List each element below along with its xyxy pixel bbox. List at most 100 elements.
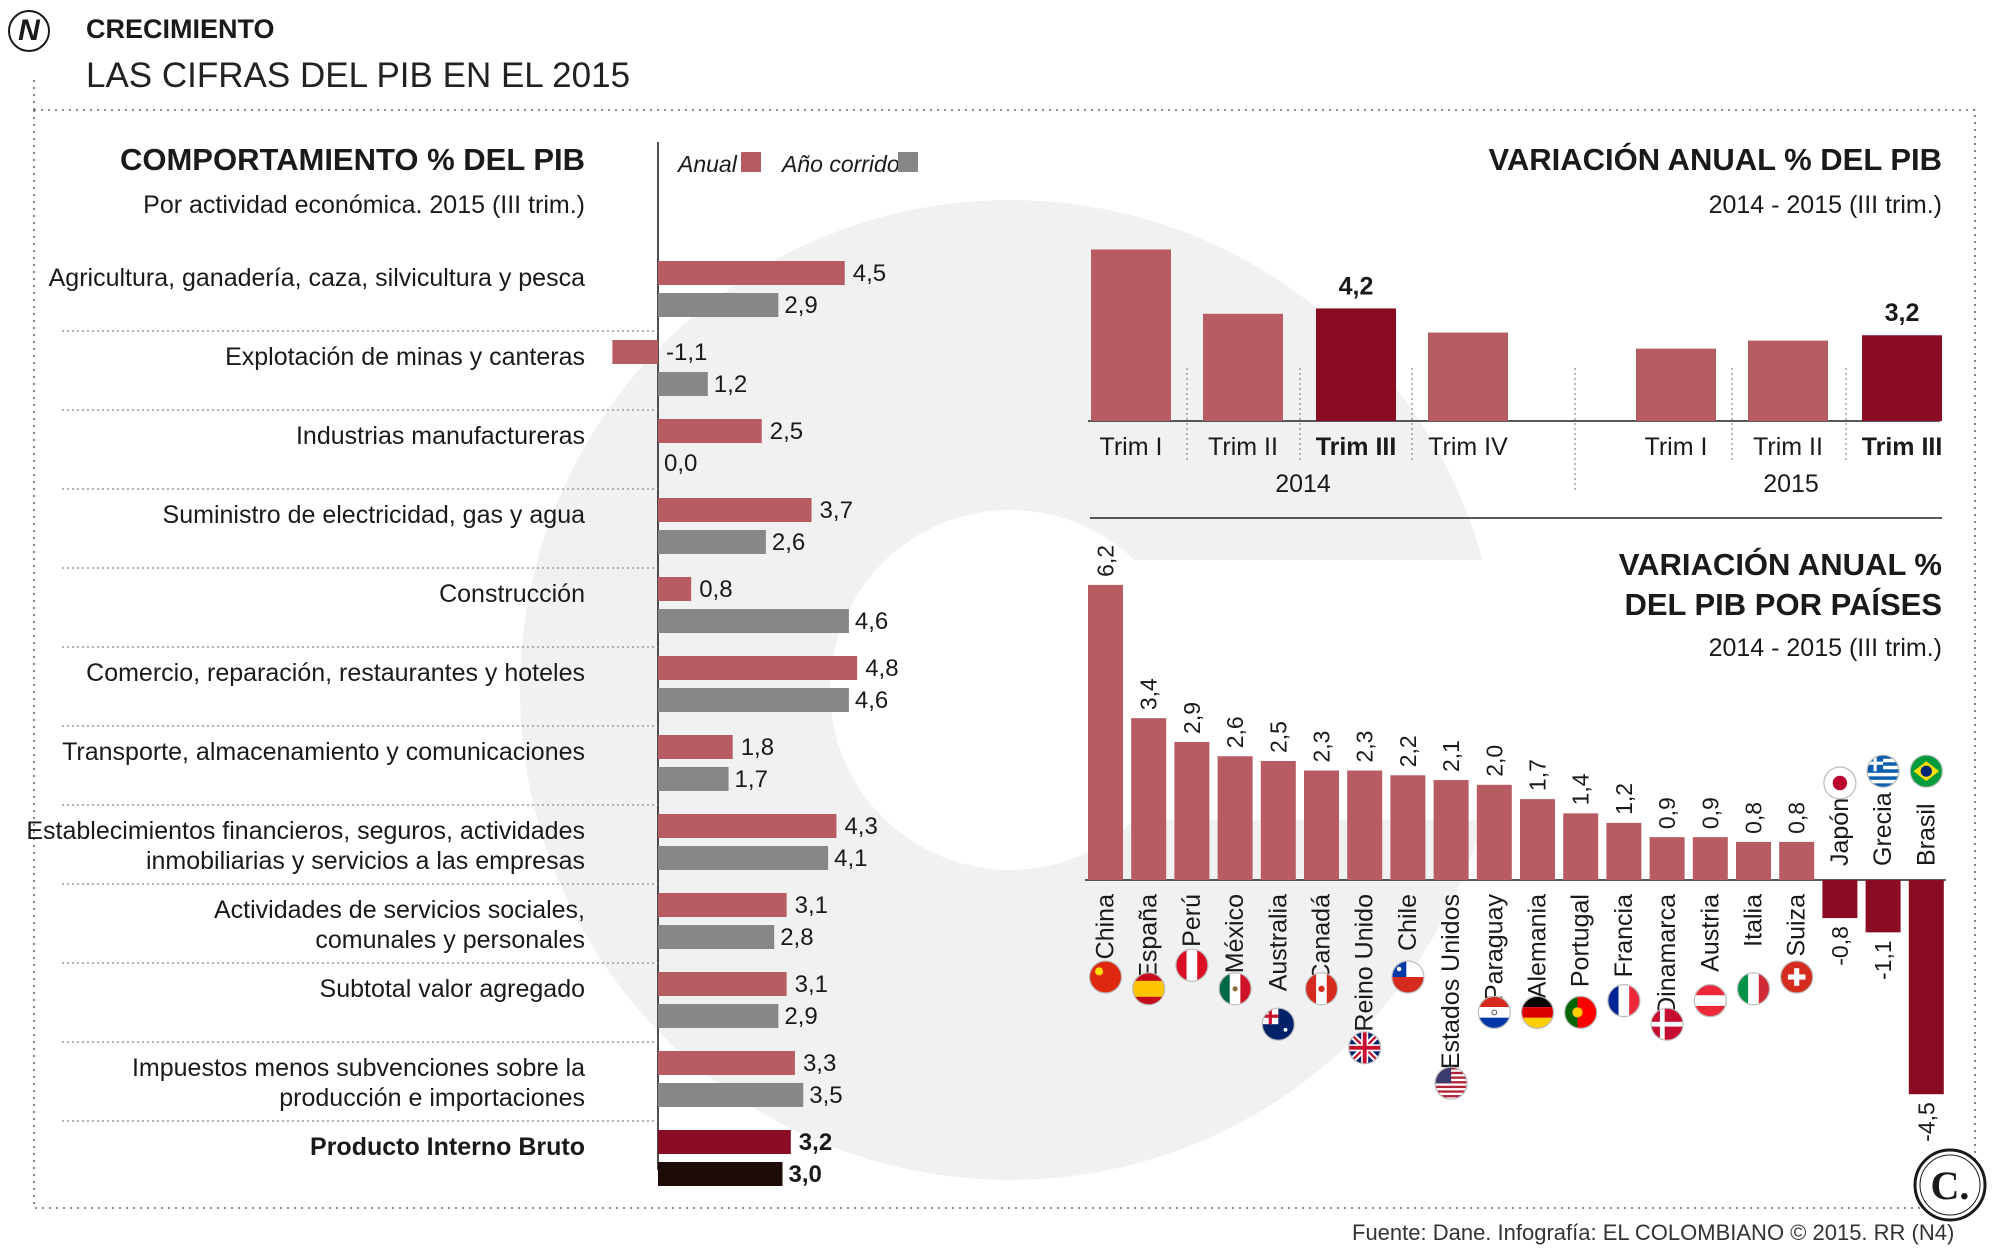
sector-value-anual: 3,2 xyxy=(799,1129,832,1156)
country-bar xyxy=(1649,837,1685,880)
country-bar xyxy=(1260,761,1296,880)
header-logo: N xyxy=(8,10,50,52)
paraguay-flag xyxy=(1477,995,1511,1030)
legend-corrido-label: Año corrido xyxy=(780,151,900,177)
usa-flag xyxy=(1434,1066,1468,1100)
country-bar xyxy=(1088,584,1123,880)
country-name: México xyxy=(1221,894,1249,973)
quarterly-highlight-value: 4,2 xyxy=(1339,272,1374,300)
sector-chart-subtitle: Por actividad económica. 2015 (III trim.… xyxy=(143,191,585,219)
quarterly-chart-subtitle: 2014 - 2015 (III trim.) xyxy=(1709,191,1942,219)
sector-bar-anual xyxy=(658,972,787,996)
page-title: LAS CIFRAS DEL PIB EN EL 2015 xyxy=(86,56,631,95)
japan-flag xyxy=(1823,766,1857,800)
countries-chart-title: VARIACIÓN ANUAL % xyxy=(1619,546,1942,582)
country-bar xyxy=(1736,841,1771,880)
chile-flag xyxy=(1391,960,1425,994)
country-name: Portugal xyxy=(1567,894,1595,987)
country-bar xyxy=(1822,880,1858,919)
sector-value-corrido: 2,9 xyxy=(784,292,817,319)
country-value: -4,5 xyxy=(1913,1102,1939,1142)
country-name: Perú xyxy=(1178,894,1206,947)
sector-value-anual: 0,8 xyxy=(699,576,732,603)
country-value: 3,4 xyxy=(1136,678,1162,710)
sector-label: Impuestos menos subvenciones sobre la xyxy=(132,1054,585,1082)
france-flag xyxy=(1607,983,1641,1018)
country-bar xyxy=(1131,718,1167,880)
brazil-flag xyxy=(1909,754,1943,788)
sector-value-anual: 4,8 xyxy=(865,655,898,682)
country-bar xyxy=(1390,775,1426,880)
country-bar xyxy=(1606,822,1642,880)
sector-label: Actividades de servicios sociales, xyxy=(214,896,585,924)
sector-value-corrido: 1,2 xyxy=(714,371,747,398)
sector-bar-anual xyxy=(658,735,733,759)
mexico-flag xyxy=(1218,972,1252,1006)
quarterly-label: Trim III xyxy=(1862,433,1943,461)
sector-value-anual: 1,8 xyxy=(741,734,774,761)
austria-flag xyxy=(1693,983,1727,1018)
country-bar xyxy=(1779,841,1815,880)
sector-bar-anual xyxy=(658,261,845,285)
country-value: -1,1 xyxy=(1870,940,1896,980)
denmark-flag xyxy=(1650,1007,1684,1041)
portugal-flag xyxy=(1564,995,1598,1030)
quarterly-bar xyxy=(1203,313,1283,421)
sector-bar-corrido xyxy=(658,1004,779,1028)
italy-flag xyxy=(1736,972,1771,1006)
country-value: 2,0 xyxy=(1481,745,1507,777)
sector-bar-anual xyxy=(658,1051,795,1075)
sector-bar-corrido xyxy=(658,925,775,949)
country-name: Paraguay xyxy=(1480,894,1508,1002)
quarterly-bar xyxy=(1091,249,1171,421)
footer-source: Fuente: Dane. Infografía: EL COLOMBIANO … xyxy=(1352,1220,1955,1245)
country-value: 2,9 xyxy=(1179,702,1205,734)
sector-bar-corrido xyxy=(658,530,766,554)
country-name: Japón xyxy=(1826,798,1854,866)
country-name: Italia xyxy=(1740,894,1768,947)
country-bar xyxy=(1908,880,1944,1095)
sector-bar-anual xyxy=(612,340,658,364)
sector-value-corrido: 1,7 xyxy=(735,766,768,793)
sector-value-anual: 4,3 xyxy=(844,813,877,840)
sector-bar-anual xyxy=(658,419,762,443)
sector-value-anual: 2,5 xyxy=(770,418,803,445)
country-value: 0,9 xyxy=(1654,797,1680,829)
country-name: España xyxy=(1135,894,1163,979)
country-name: Austria xyxy=(1696,894,1724,972)
sector-value-corrido: 0,0 xyxy=(664,450,697,477)
quarterly-highlight-value: 3,2 xyxy=(1885,299,1920,327)
quarterly-bar xyxy=(1316,308,1396,421)
sector-bar-corrido xyxy=(658,609,849,633)
sector-value-corrido: 4,1 xyxy=(834,845,867,872)
brand-letter: C. xyxy=(1931,1163,1970,1208)
sector-label: Explotación de minas y canteras xyxy=(225,343,585,371)
country-value: 1,2 xyxy=(1611,783,1637,815)
quarterly-label: Trim II xyxy=(1753,433,1823,461)
quarterly-bar xyxy=(1428,332,1508,421)
sector-value-corrido: 2,8 xyxy=(780,924,813,951)
sector-bar-corrido xyxy=(658,1083,804,1107)
country-value: 2,3 xyxy=(1352,731,1378,763)
country-bar xyxy=(1304,770,1339,880)
quarterly-bar xyxy=(1636,348,1716,421)
sector-value-anual: 3,3 xyxy=(803,1050,836,1077)
country-value: 0,8 xyxy=(1741,802,1767,834)
quarterly-label: Trim III xyxy=(1316,433,1397,461)
sector-label: Agricultura, ganadería, caza, silvicultu… xyxy=(49,264,585,292)
country-name: China xyxy=(1092,894,1120,959)
sector-value-anual: 4,5 xyxy=(853,260,886,287)
country-value: 0,9 xyxy=(1697,797,1723,829)
country-bar xyxy=(1476,784,1512,880)
quarterly-year-label: 2014 xyxy=(1275,470,1331,498)
country-value: 6,2 xyxy=(1093,545,1119,577)
sector-label: Producto Interno Bruto xyxy=(310,1133,585,1161)
sector-label: Transporte, almacenamiento y comunicacio… xyxy=(62,738,585,766)
country-name: Brasil xyxy=(1912,803,1940,866)
peru-flag xyxy=(1175,948,1209,982)
country-bar xyxy=(1563,813,1599,880)
country-bar xyxy=(1865,880,1901,933)
quarterly-bar xyxy=(1862,335,1942,421)
sector-label: producción e importaciones xyxy=(279,1084,585,1112)
